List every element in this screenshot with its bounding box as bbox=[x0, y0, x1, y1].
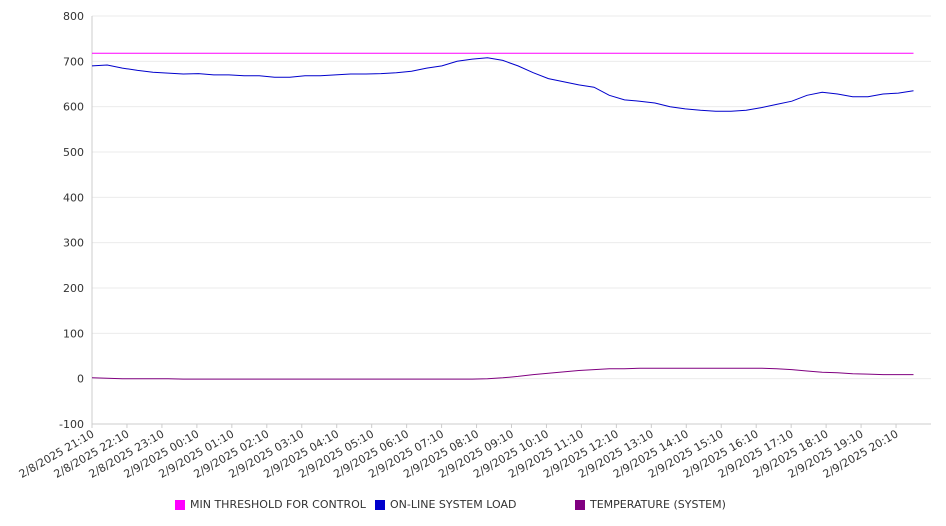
legend-item-min-threshold[interactable]: MIN THRESHOLD FOR CONTROL bbox=[175, 498, 366, 511]
y-tick-label: 800 bbox=[63, 10, 84, 23]
y-tick-labels: 800 700 600 500 400 300 200 100 0 -100 bbox=[59, 10, 84, 431]
series-lines bbox=[91, 52, 914, 380]
grid-lines bbox=[92, 15, 931, 425]
series-line-online-system-load bbox=[91, 57, 914, 112]
y-tick-label: 600 bbox=[63, 101, 84, 114]
y-tick-label: 0 bbox=[77, 373, 84, 386]
legend-swatch bbox=[175, 499, 185, 510]
legend-item-temperature-system[interactable]: TEMPERATURE (SYSTEM) bbox=[575, 498, 726, 511]
legend-label: ON-LINE SYSTEM LOAD bbox=[390, 498, 517, 511]
y-tick-label: 700 bbox=[63, 55, 84, 68]
y-tick-label: 300 bbox=[63, 237, 84, 250]
y-tick-label: 500 bbox=[63, 146, 84, 159]
legend-item-online-system-load[interactable]: ON-LINE SYSTEM LOAD bbox=[375, 498, 516, 511]
series-line-temperature bbox=[91, 367, 914, 380]
chart-axes bbox=[91, 16, 931, 425]
legend-swatch bbox=[375, 499, 385, 510]
legend: MIN THRESHOLD FOR CONTROL ON-LINE SYSTEM… bbox=[0, 498, 946, 514]
y-tick-label: 100 bbox=[63, 327, 84, 340]
legend-label: MIN THRESHOLD FOR CONTROL bbox=[190, 498, 366, 511]
y-tick-label: 200 bbox=[63, 282, 84, 295]
x-tick-labels: 2/8/2025 21:102/8/2025 22:102/8/2025 23:… bbox=[17, 424, 901, 481]
legend-swatch bbox=[575, 499, 585, 510]
y-tick-label: 400 bbox=[63, 191, 84, 204]
y-tick-label: -100 bbox=[59, 418, 84, 431]
legend-label: TEMPERATURE (SYSTEM) bbox=[590, 498, 726, 511]
